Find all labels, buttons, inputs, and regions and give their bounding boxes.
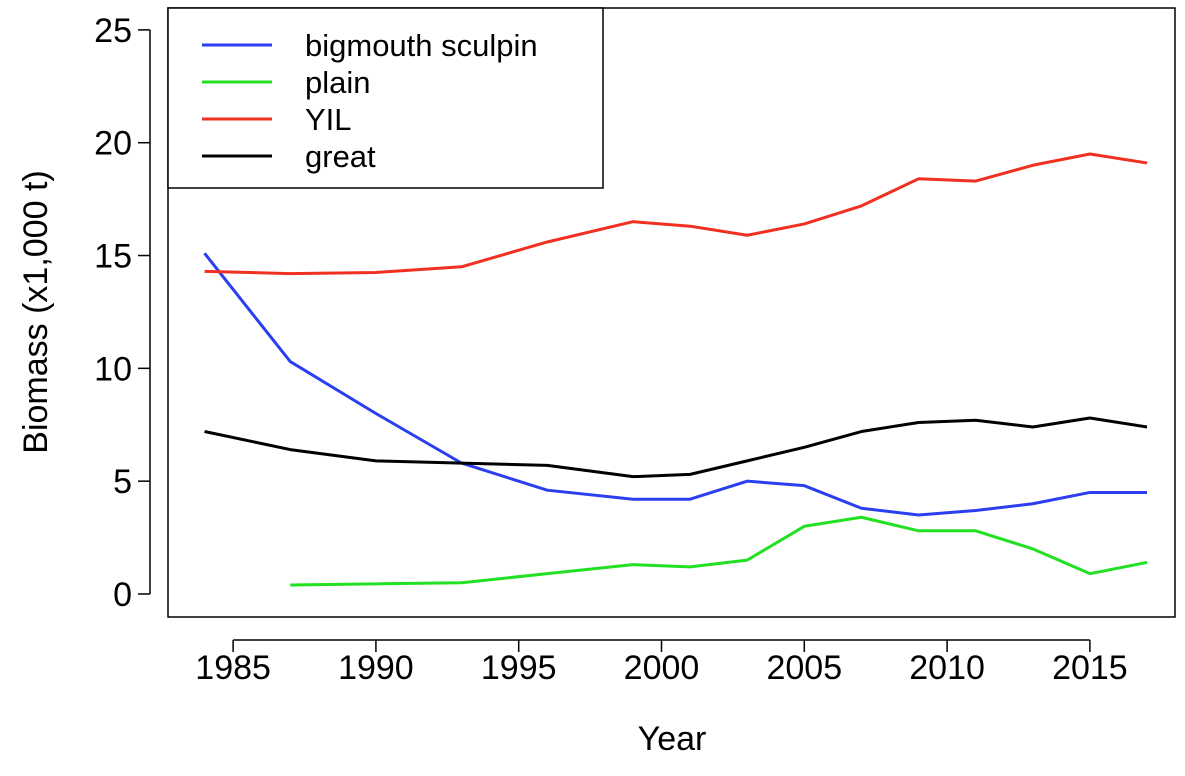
x-tick-label: 1995 — [481, 649, 557, 687]
y-tick-label: 0 — [113, 576, 132, 614]
legend-label: plain — [305, 65, 371, 100]
x-tick-label: 2005 — [766, 649, 842, 687]
plot-frame — [167, 7, 1176, 618]
y-tick-label: 15 — [94, 238, 132, 276]
legend-box — [167, 7, 604, 189]
x-tick-label: 1985 — [195, 649, 271, 687]
series-line — [204, 152, 1148, 276]
y-tick-label: 10 — [94, 350, 132, 388]
legend-label: great — [305, 139, 376, 174]
series-line — [204, 416, 1148, 479]
legend-label: bigmouth sculpin — [305, 28, 538, 63]
y-axis-title: Biomass (x1,000 t) — [17, 170, 55, 453]
y-tick-label: 20 — [94, 125, 132, 163]
x-tick-label: 2000 — [624, 649, 700, 687]
legend-label: YIL — [305, 102, 352, 137]
y-tick-label: 25 — [94, 12, 132, 50]
x-tick-label: 2015 — [1052, 649, 1128, 687]
x-axis-title: Year — [638, 720, 707, 758]
y-tick-label: 5 — [113, 463, 132, 501]
x-tick-label: 1990 — [338, 649, 414, 687]
series-line — [203, 252, 1148, 517]
x-tick-label: 2010 — [909, 649, 985, 687]
series-line — [290, 515, 1148, 587]
